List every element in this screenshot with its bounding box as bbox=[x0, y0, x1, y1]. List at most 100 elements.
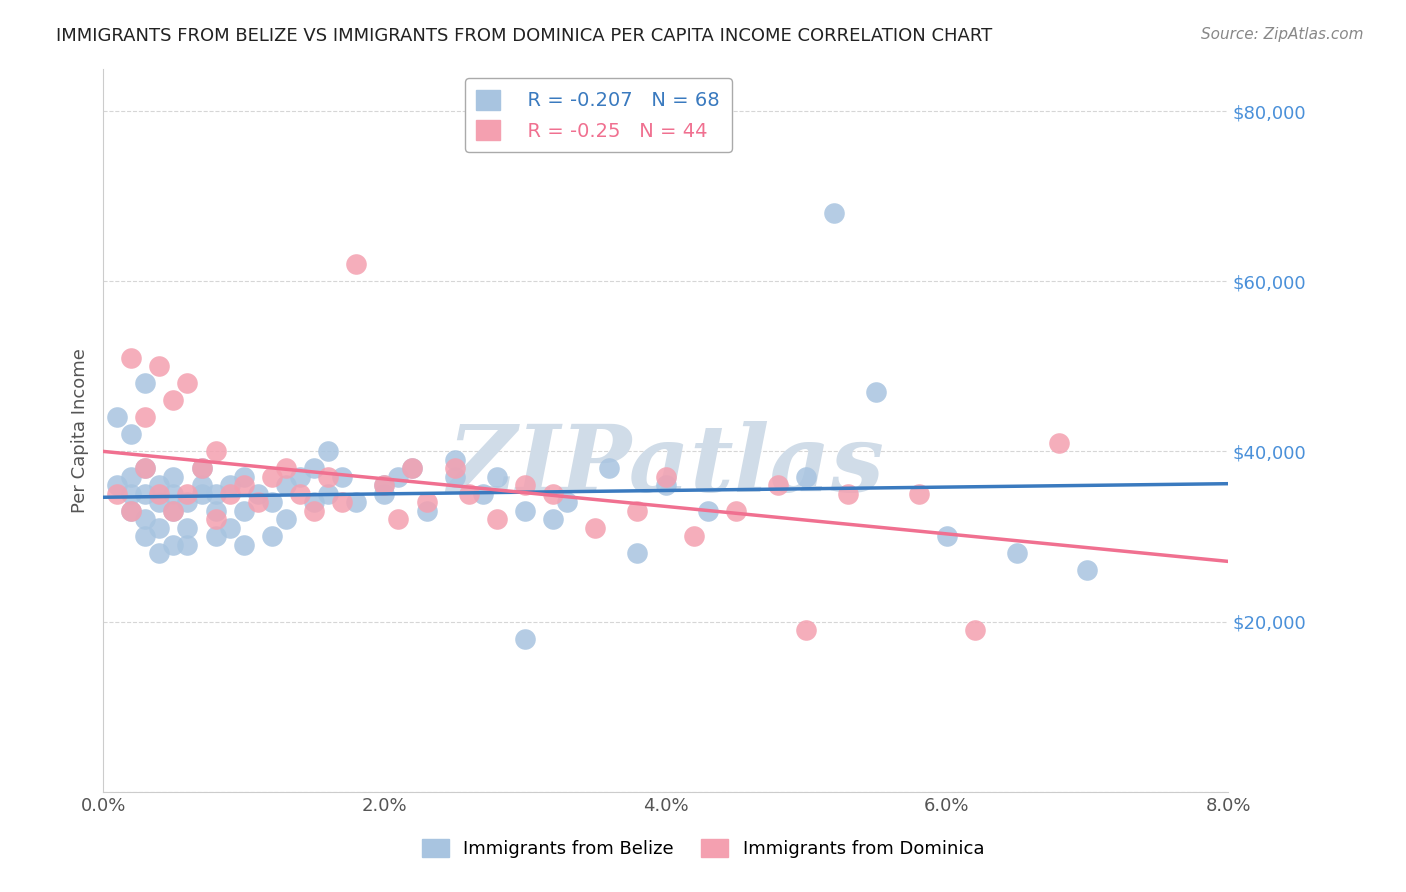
Point bbox=[724, 504, 747, 518]
Point bbox=[302, 504, 325, 518]
Point bbox=[162, 504, 184, 518]
Point bbox=[288, 470, 311, 484]
Point bbox=[134, 512, 156, 526]
Point bbox=[148, 487, 170, 501]
Point bbox=[162, 538, 184, 552]
Point bbox=[190, 487, 212, 501]
Point bbox=[120, 504, 142, 518]
Point bbox=[274, 461, 297, 475]
Point bbox=[513, 478, 536, 492]
Point bbox=[120, 470, 142, 484]
Point bbox=[696, 504, 718, 518]
Point bbox=[316, 470, 339, 484]
Point bbox=[218, 478, 240, 492]
Point bbox=[583, 521, 606, 535]
Point bbox=[148, 495, 170, 509]
Point bbox=[654, 478, 676, 492]
Point bbox=[190, 478, 212, 492]
Point bbox=[837, 487, 859, 501]
Point bbox=[274, 478, 297, 492]
Point bbox=[176, 376, 198, 391]
Point bbox=[232, 504, 254, 518]
Point bbox=[232, 538, 254, 552]
Point bbox=[485, 512, 508, 526]
Point bbox=[1005, 546, 1028, 560]
Point bbox=[204, 487, 226, 501]
Legend: Immigrants from Belize, Immigrants from Dominica: Immigrants from Belize, Immigrants from … bbox=[415, 831, 991, 865]
Point bbox=[134, 376, 156, 391]
Point bbox=[204, 529, 226, 543]
Point bbox=[555, 495, 578, 509]
Point bbox=[471, 487, 494, 501]
Point bbox=[162, 393, 184, 408]
Point bbox=[176, 487, 198, 501]
Point bbox=[373, 478, 395, 492]
Point bbox=[260, 495, 283, 509]
Point bbox=[134, 529, 156, 543]
Point bbox=[120, 351, 142, 365]
Point bbox=[935, 529, 957, 543]
Point bbox=[204, 512, 226, 526]
Point bbox=[232, 478, 254, 492]
Point bbox=[344, 495, 367, 509]
Point bbox=[401, 461, 423, 475]
Point bbox=[598, 461, 620, 475]
Point bbox=[134, 487, 156, 501]
Point bbox=[443, 461, 465, 475]
Point bbox=[148, 521, 170, 535]
Point bbox=[316, 444, 339, 458]
Point bbox=[415, 504, 437, 518]
Point bbox=[443, 453, 465, 467]
Point bbox=[1047, 435, 1070, 450]
Point bbox=[246, 495, 269, 509]
Point bbox=[148, 359, 170, 374]
Point bbox=[415, 495, 437, 509]
Point bbox=[316, 487, 339, 501]
Point bbox=[907, 487, 929, 501]
Y-axis label: Per Capita Income: Per Capita Income bbox=[72, 348, 89, 513]
Text: Source: ZipAtlas.com: Source: ZipAtlas.com bbox=[1201, 27, 1364, 42]
Point bbox=[176, 495, 198, 509]
Text: ZIPatlas: ZIPatlas bbox=[447, 421, 884, 511]
Point bbox=[204, 444, 226, 458]
Point bbox=[204, 504, 226, 518]
Point bbox=[134, 461, 156, 475]
Point bbox=[302, 461, 325, 475]
Point bbox=[162, 470, 184, 484]
Point bbox=[401, 461, 423, 475]
Point bbox=[260, 529, 283, 543]
Point bbox=[246, 487, 269, 501]
Point bbox=[105, 478, 128, 492]
Point bbox=[1076, 564, 1098, 578]
Point bbox=[682, 529, 704, 543]
Point bbox=[330, 495, 353, 509]
Point bbox=[626, 546, 648, 560]
Point bbox=[162, 487, 184, 501]
Point bbox=[288, 487, 311, 501]
Point bbox=[387, 470, 409, 484]
Point bbox=[766, 478, 789, 492]
Point bbox=[218, 487, 240, 501]
Legend:   R = -0.207   N = 68,   R = -0.25   N = 44: R = -0.207 N = 68, R = -0.25 N = 44 bbox=[464, 78, 731, 153]
Point bbox=[344, 257, 367, 271]
Point bbox=[963, 623, 986, 637]
Point bbox=[626, 504, 648, 518]
Point bbox=[260, 470, 283, 484]
Point bbox=[485, 470, 508, 484]
Text: IMMIGRANTS FROM BELIZE VS IMMIGRANTS FROM DOMINICA PER CAPITA INCOME CORRELATION: IMMIGRANTS FROM BELIZE VS IMMIGRANTS FRO… bbox=[56, 27, 993, 45]
Point bbox=[120, 487, 142, 501]
Point bbox=[134, 410, 156, 425]
Point bbox=[302, 495, 325, 509]
Point bbox=[274, 512, 297, 526]
Point bbox=[443, 470, 465, 484]
Point bbox=[134, 461, 156, 475]
Point bbox=[373, 487, 395, 501]
Point bbox=[190, 461, 212, 475]
Point bbox=[120, 504, 142, 518]
Point bbox=[105, 410, 128, 425]
Point bbox=[120, 427, 142, 442]
Point bbox=[865, 384, 887, 399]
Point bbox=[541, 512, 564, 526]
Point bbox=[387, 512, 409, 526]
Point bbox=[218, 521, 240, 535]
